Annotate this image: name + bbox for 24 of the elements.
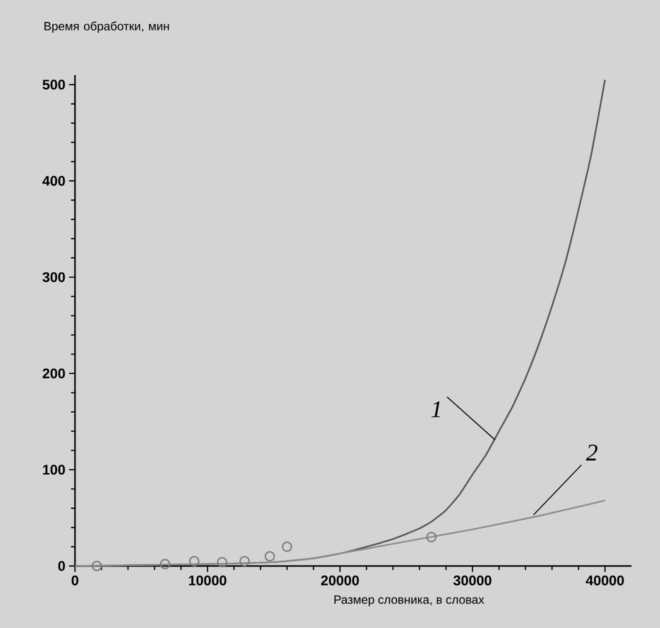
x-axis-title: Размер словника, в словах [334, 596, 484, 606]
point [239, 556, 250, 566]
point [92, 560, 102, 572]
point [160, 558, 170, 570]
y-tick-label: 400 [42, 176, 65, 186]
x-tick-label: 30000 [453, 575, 492, 586]
x-tick-label: 40000 [586, 575, 624, 586]
point [282, 542, 292, 552]
y-axis-title: Время обработки, мин [44, 22, 169, 33]
y-tick-label: 300 [42, 272, 65, 282]
point [264, 551, 275, 562]
point [216, 556, 228, 568]
point [189, 556, 200, 566]
y-tick-label: 100 [43, 464, 65, 475]
y-tick-label: 0 [58, 561, 65, 571]
y-tick-label: 500 [42, 80, 65, 90]
x-tick-label: 10000 [188, 575, 226, 586]
annotation: 1 [431, 401, 440, 418]
point [426, 532, 437, 542]
x-tick-label: 20000 [321, 575, 359, 586]
line-series [74, 500, 606, 567]
y-tick-label: 200 [42, 368, 65, 378]
x-tick-label: 0 [72, 575, 78, 586]
annotation: 2 [586, 444, 598, 460]
